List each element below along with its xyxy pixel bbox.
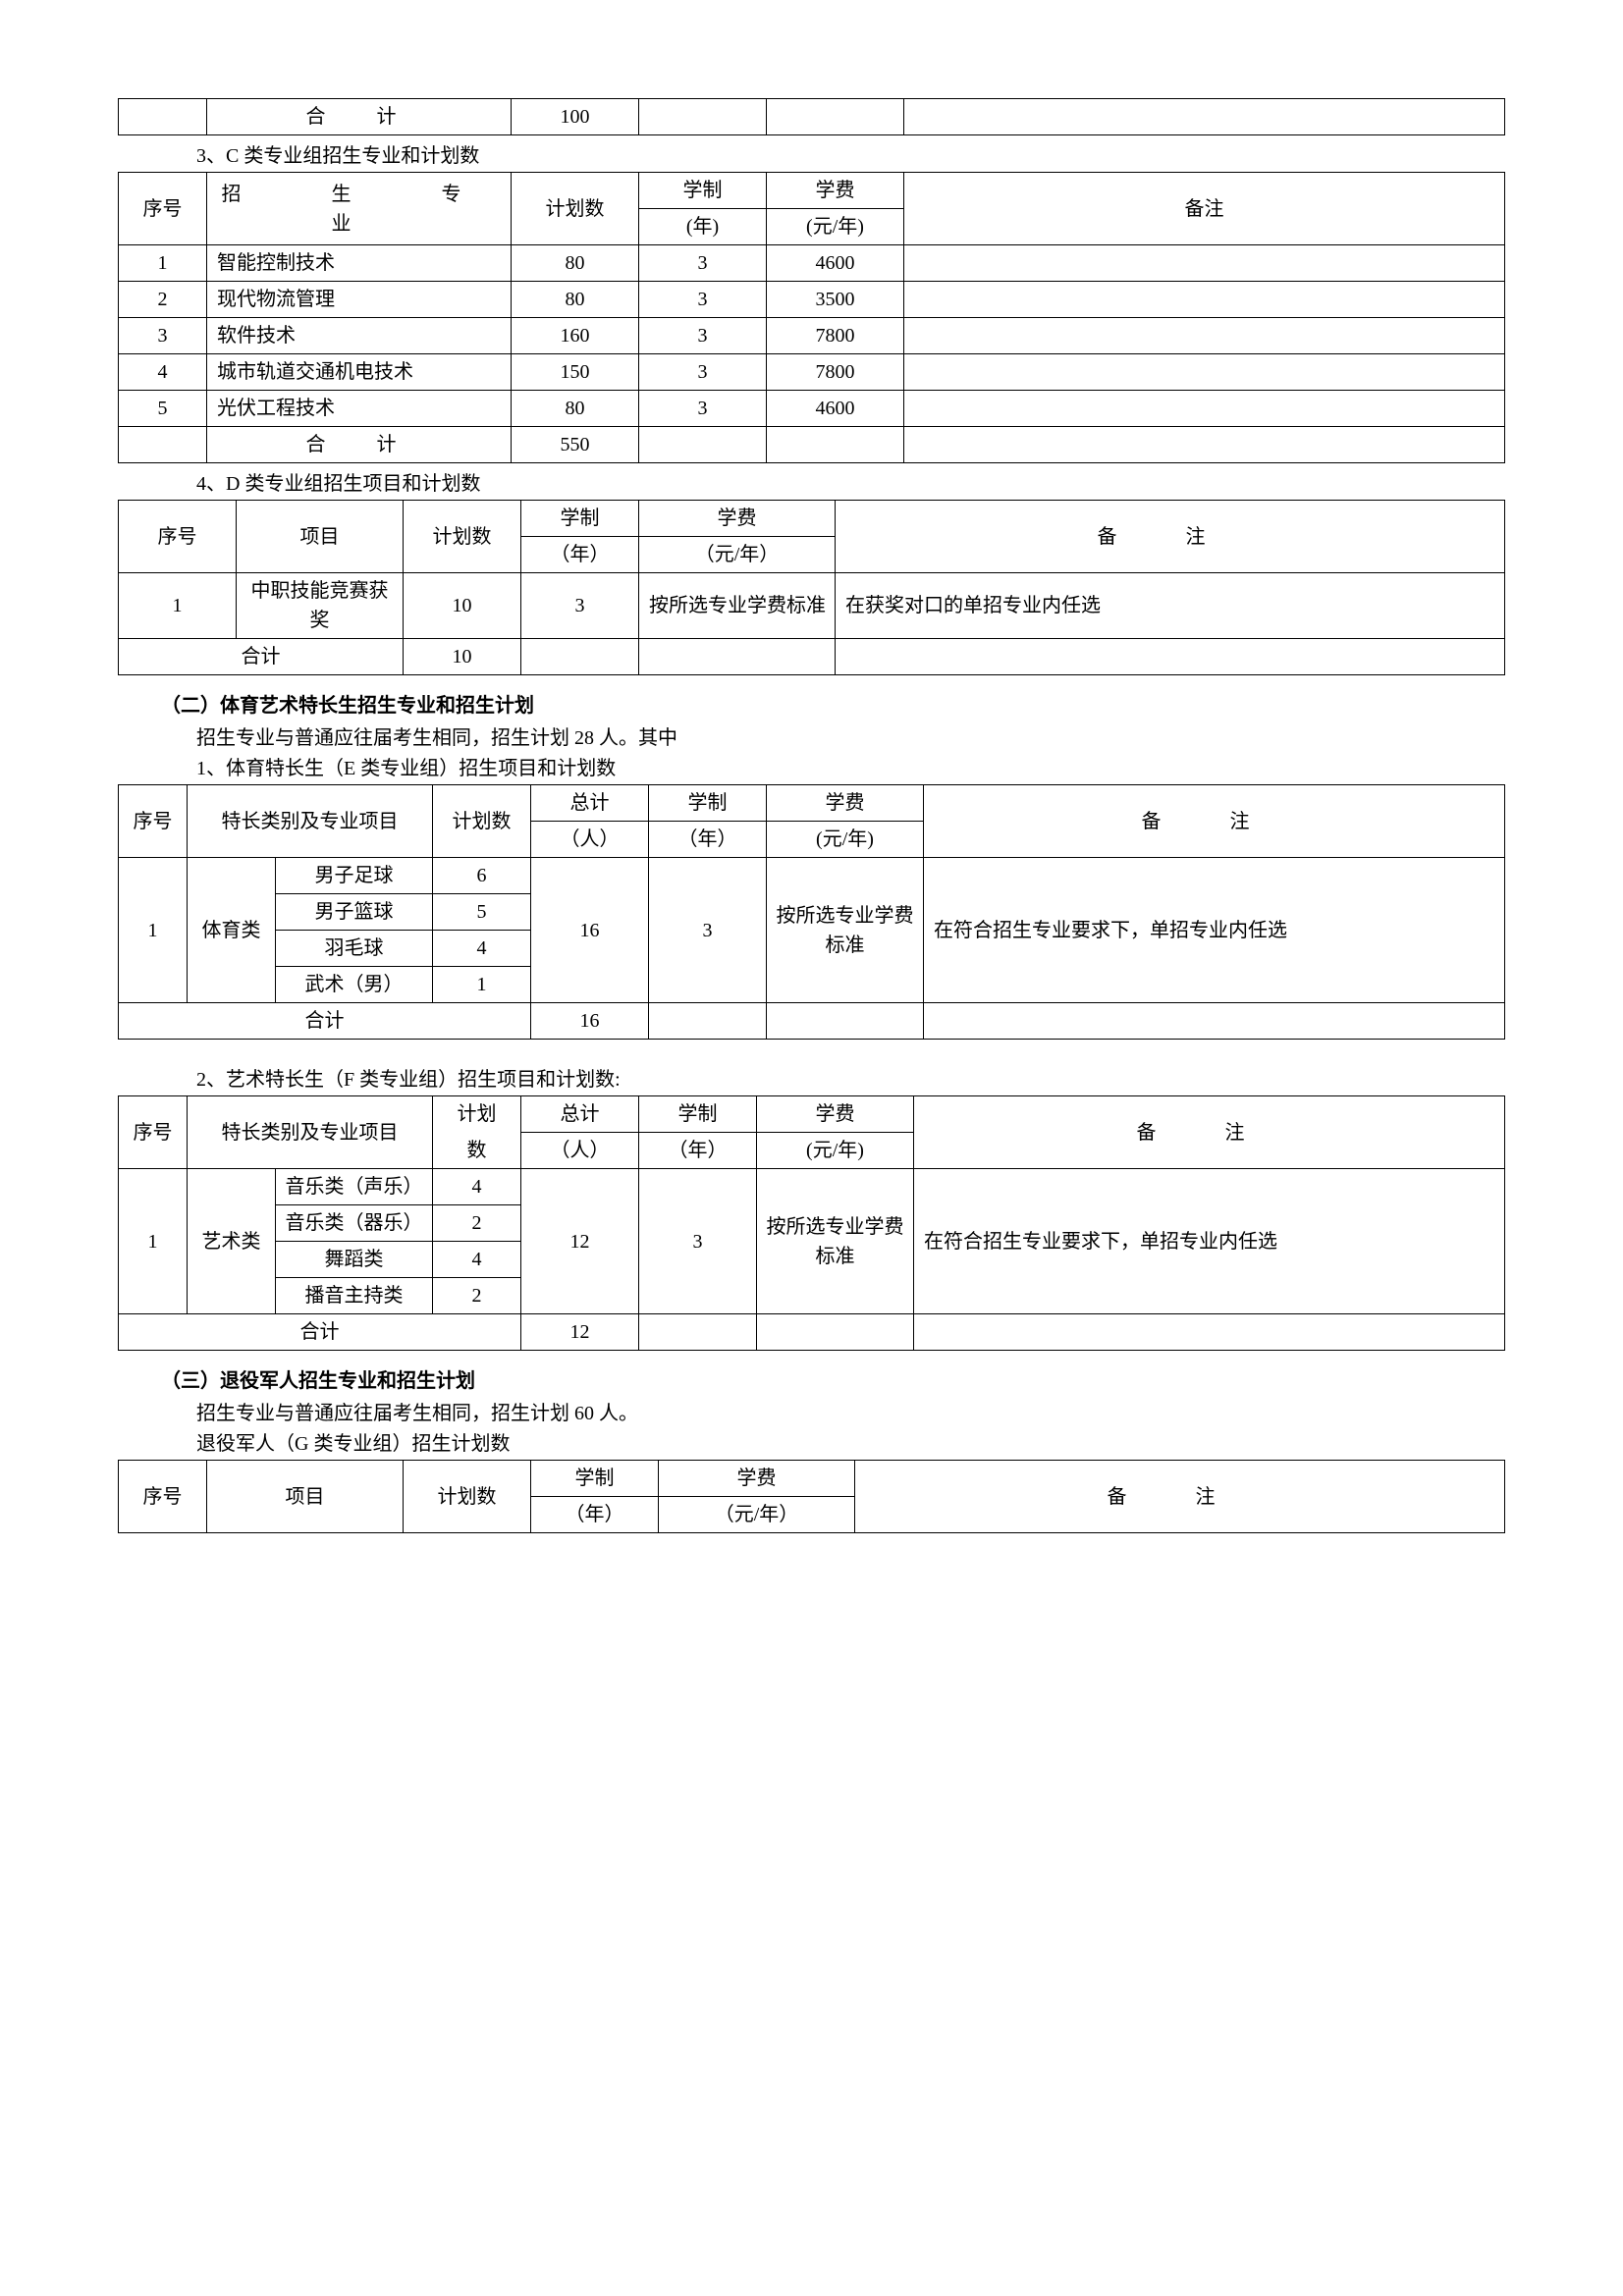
table-row: 2 现代物流管理 80 3 3500 (119, 282, 1505, 318)
section-b-para: 招生专业与普通应往届考生相同，招生计划 28 人。其中 (196, 721, 1505, 750)
table-row: 1 智能控制技术 80 3 4600 (119, 245, 1505, 282)
cell-blank (119, 99, 207, 135)
table-row: 4 城市轨道交通机电技术 150 3 7800 (119, 354, 1505, 391)
table-row: 合 计 100 (119, 99, 1505, 135)
section-c-heading: （三）退役军人招生专业和招生计划 (161, 1364, 1505, 1393)
table-row: 1 体育类 男子足球 6 16 3 按所选专业学费标准 在符合招生专业要求下，单… (119, 858, 1505, 894)
table-header-row: 序号 特长类别及专业项目 计划 总计 学制 学费 备注 (119, 1096, 1505, 1133)
section-c-para: 招生专业与普通应往届考生相同，招生计划 60 人。 (196, 1397, 1505, 1425)
table-row: 5 光伏工程技术 80 3 4600 (119, 391, 1505, 427)
section-b-sub1: 1、体育特长生（E 类专业组）招生项目和计划数 (196, 752, 1505, 780)
th-fee: 学费 (767, 173, 904, 209)
table-c-group: 序号 招 生 专 业 计划数 学制 学费 备注 (年) (元/年) 1 智能控制… (118, 172, 1505, 463)
table-footer-row: 合计 12 (119, 1314, 1505, 1351)
table-prior-footer: 合 计 100 (118, 98, 1505, 135)
section-c-sub: 退役军人（G 类专业组）招生计划数 (196, 1427, 1505, 1456)
th-dur-unit: (年) (639, 209, 767, 245)
th-fee-unit: (元/年) (767, 209, 904, 245)
table-header-row: 序号 项目 计划数 学制 学费 备注 (119, 1461, 1505, 1497)
table-row: 1 中职技能竞赛获奖 10 3 按所选专业学费标准 在获奖对口的单招专业内任选 (119, 573, 1505, 639)
table-row: 3 软件技术 160 3 7800 (119, 318, 1505, 354)
table-footer-row: 合计 16 (119, 1003, 1505, 1040)
th-seq: 序号 (119, 173, 207, 245)
th-note: 备注 (904, 173, 1505, 245)
table-footer-row: 合 计 550 (119, 427, 1505, 463)
table-row: 1 艺术类 音乐类（声乐） 4 12 3 按所选专业学费标准 在符合招生专业要求… (119, 1169, 1505, 1205)
table-e-group: 序号 特长类别及专业项目 计划数 总计 学制 学费 备注 （人） （年） (元/… (118, 784, 1505, 1040)
table-g-group: 序号 项目 计划数 学制 学费 备注 （年） （元/年） (118, 1460, 1505, 1533)
table-f-group: 序号 特长类别及专业项目 计划 总计 学制 学费 备注 数 （人） （年） (元… (118, 1095, 1505, 1351)
table-header-row: 序号 项目 计划数 学制 学费 备注 (119, 501, 1505, 537)
section4-title: 4、D 类专业组招生项目和计划数 (196, 467, 1505, 496)
section-b-sub2: 2、艺术特长生（F 类专业组）招生项目和计划数: (196, 1063, 1505, 1092)
table-header-row: 序号 特长类别及专业项目 计划数 总计 学制 学费 备注 (119, 785, 1505, 822)
table-header-row: 序号 招 生 专 业 计划数 学制 学费 备注 (119, 173, 1505, 209)
table-footer-row: 合计 10 (119, 639, 1505, 675)
th-dur: 学制 (639, 173, 767, 209)
th-major: 招 生 专 业 (207, 173, 512, 245)
table-d-group: 序号 项目 计划数 学制 学费 备注 （年） （元/年） 1 中职技能竞赛获奖 … (118, 500, 1505, 675)
cell-total-label: 合 计 (207, 99, 512, 135)
cell-total-value: 100 (512, 99, 639, 135)
section-b-heading: （二）体育艺术特长生招生专业和招生计划 (161, 689, 1505, 718)
section3-title: 3、C 类专业组招生专业和计划数 (196, 139, 1505, 168)
